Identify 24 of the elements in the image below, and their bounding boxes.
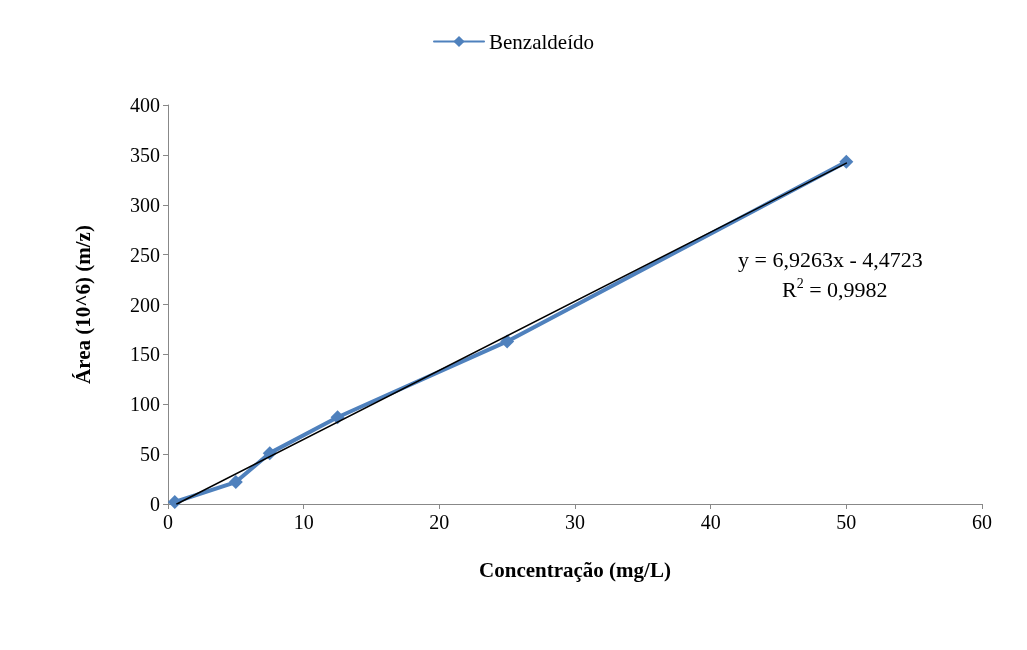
y-tick-label: 300 xyxy=(130,193,160,216)
y-tick-label: 200 xyxy=(130,293,160,316)
annotation: y = 6,9263x - 4,4723 xyxy=(738,246,923,272)
x-tick-label: 50 xyxy=(836,511,857,533)
x-tick-label: 30 xyxy=(565,511,585,533)
y-tick-label: 350 xyxy=(130,143,160,166)
y-tick-label: 400 xyxy=(130,94,160,116)
legend-label: Benzaldeído xyxy=(489,29,594,54)
point xyxy=(228,475,243,490)
point xyxy=(839,154,854,169)
x-tick-label: 10 xyxy=(293,511,314,533)
point xyxy=(500,334,515,349)
point xyxy=(167,495,182,510)
y-tick-label: 0 xyxy=(150,493,160,515)
y-tick-label: 100 xyxy=(130,393,160,416)
x-tick-label: 60 xyxy=(972,511,992,533)
y-tick-label: 50 xyxy=(140,443,160,466)
y-tick-label: 150 xyxy=(130,343,160,366)
x-tick-label: 40 xyxy=(700,511,721,533)
point xyxy=(330,410,345,425)
y-tick-label: 250 xyxy=(130,243,160,266)
y-axis-title: Área (10^6) (m/z) xyxy=(70,225,95,384)
x-axis-title: Concentração (mg/L) xyxy=(479,557,671,582)
x-tick-label: 20 xyxy=(429,511,450,533)
